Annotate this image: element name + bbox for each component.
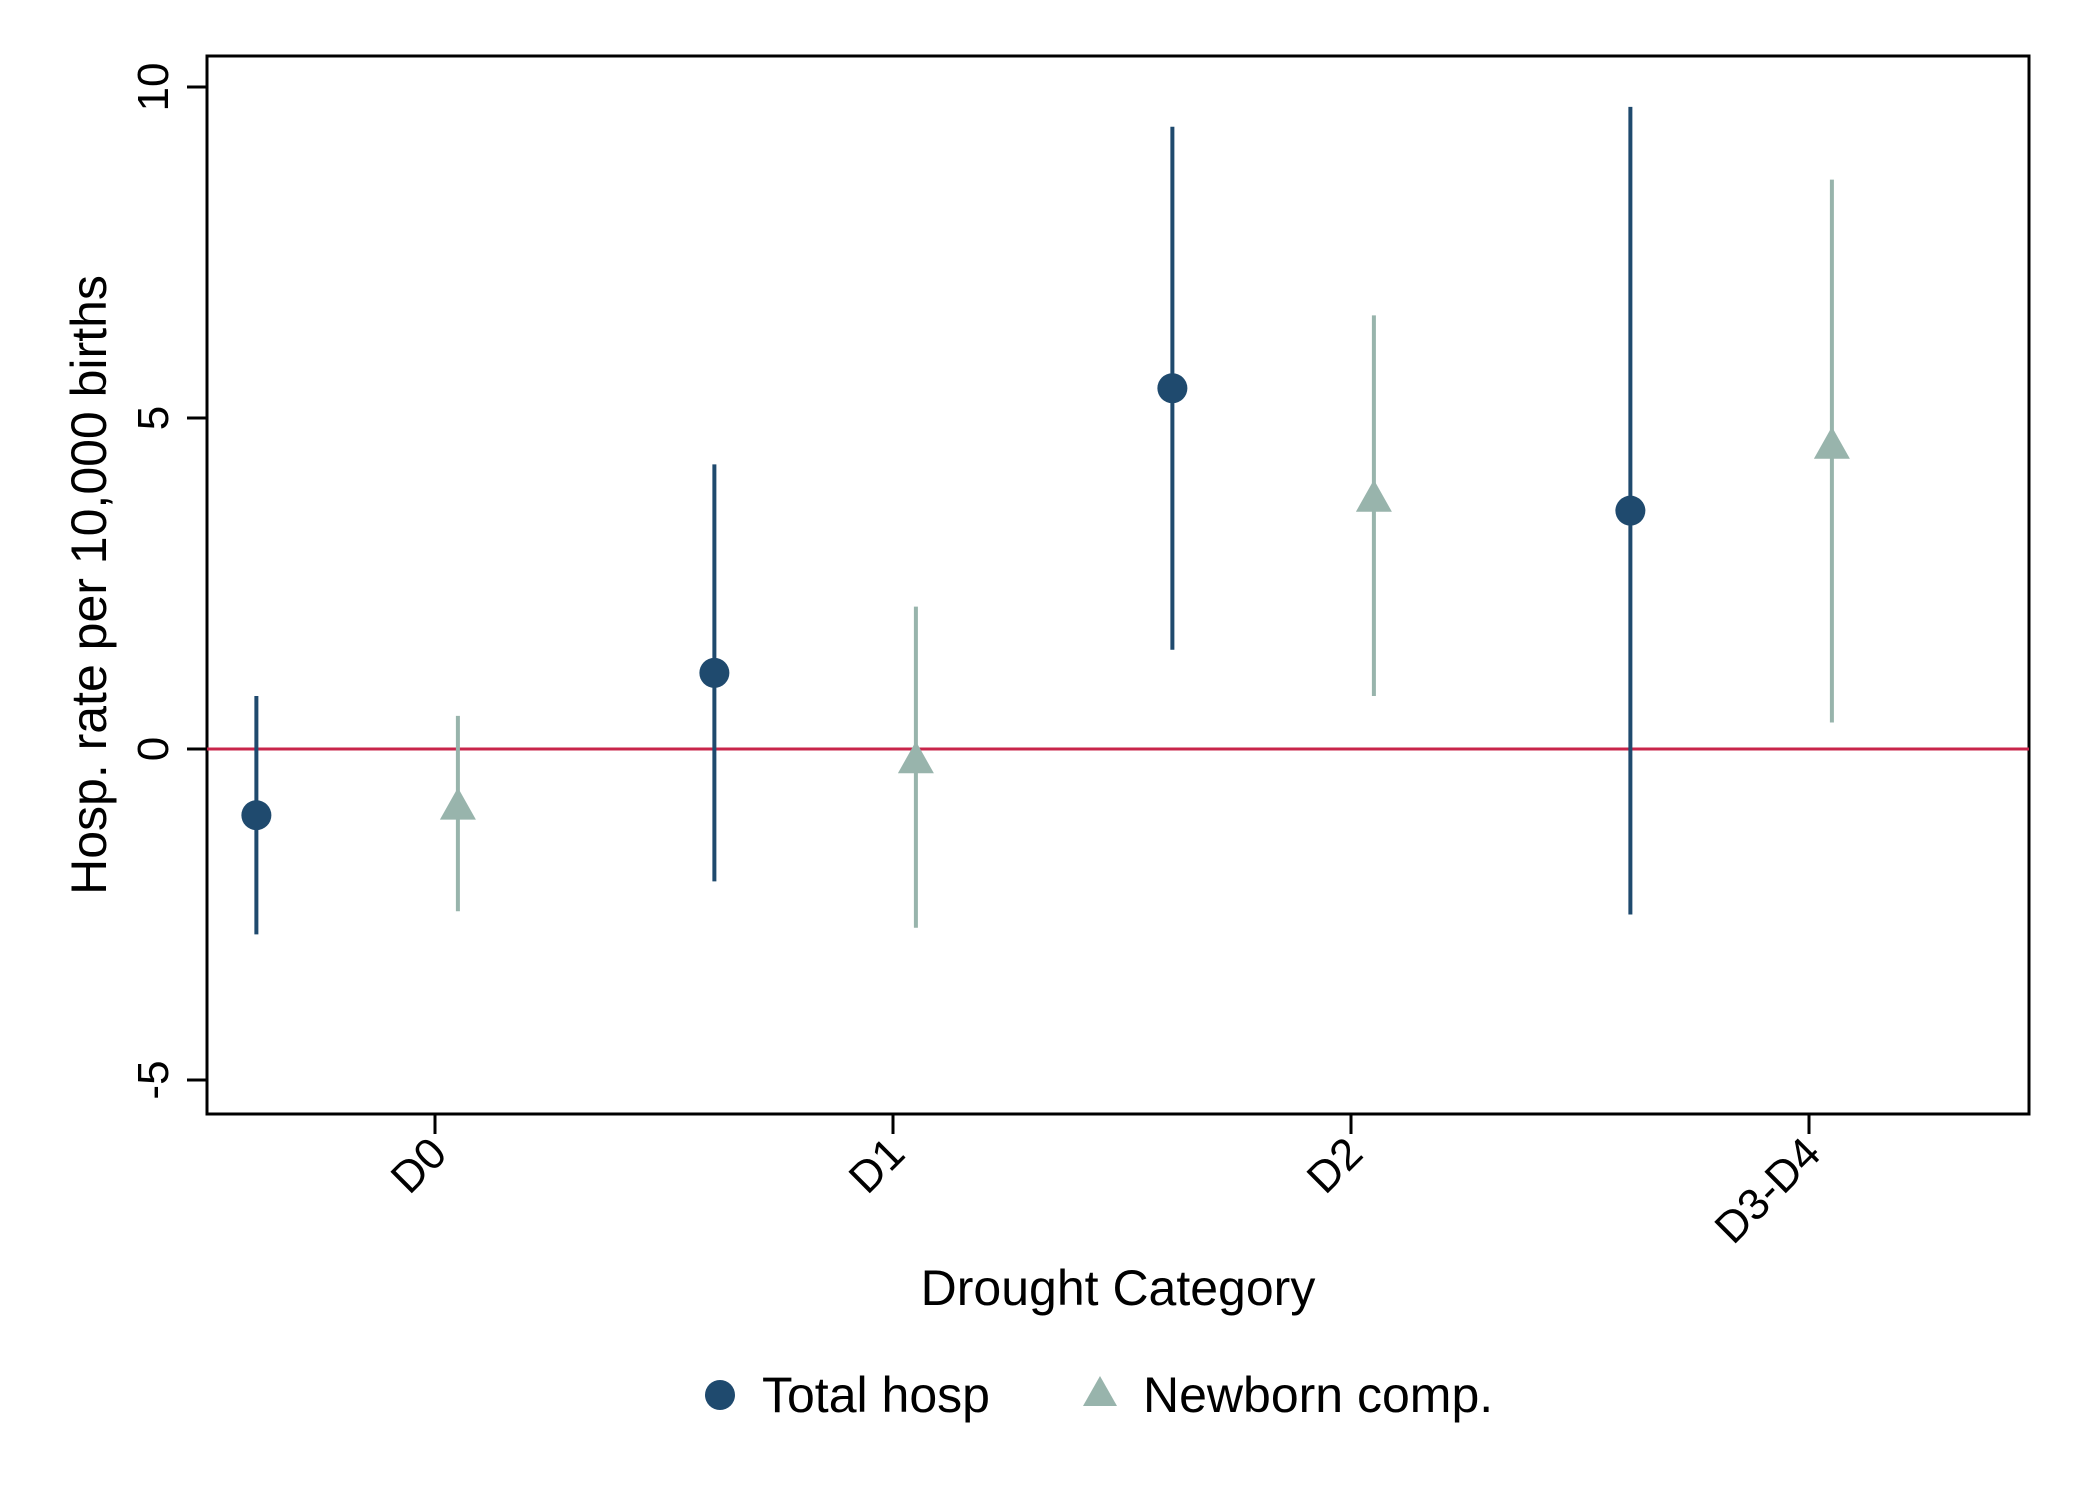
point-newborn-comp bbox=[897, 741, 934, 774]
y-tick-label: 10 bbox=[129, 63, 178, 112]
point-total-hosp bbox=[699, 657, 730, 688]
series-layer bbox=[241, 106, 1850, 935]
y-tick-label: 0 bbox=[129, 737, 178, 761]
x-tick-label: D1 bbox=[840, 1128, 914, 1202]
y-tick-label: -5 bbox=[129, 1060, 178, 1099]
y-axis-ticks: -5 0 5 10 bbox=[129, 63, 207, 1100]
x-axis-ticks: D0 D1 D2 D3-D4 bbox=[382, 1114, 1830, 1253]
point-newborn-comp bbox=[439, 787, 476, 820]
point-total-hosp bbox=[1157, 373, 1188, 404]
x-tick-label: D3-D4 bbox=[1706, 1128, 1831, 1253]
point-total-hosp bbox=[241, 800, 272, 831]
y-tick-label: 5 bbox=[129, 406, 178, 430]
point-total-hosp bbox=[1615, 495, 1646, 526]
x-tick-label: D0 bbox=[382, 1128, 456, 1202]
x-axis-title: Drought Category bbox=[921, 1260, 1316, 1316]
legend-marker-newborn-comp bbox=[1083, 1376, 1117, 1406]
legend-label-total-hosp: Total hosp bbox=[762, 1367, 990, 1423]
legend: Total hosp Newborn comp. bbox=[705, 1367, 1493, 1423]
plot-frame bbox=[205, 54, 2031, 1116]
y-axis-title: Hosp. rate per 10,000 births bbox=[61, 275, 117, 895]
point-newborn-comp bbox=[1355, 479, 1392, 512]
x-tick-label: D2 bbox=[1298, 1128, 1372, 1202]
point-newborn-comp bbox=[1813, 426, 1850, 459]
legend-label-newborn-comp: Newborn comp. bbox=[1143, 1367, 1493, 1423]
legend-marker-total-hosp bbox=[705, 1380, 735, 1410]
